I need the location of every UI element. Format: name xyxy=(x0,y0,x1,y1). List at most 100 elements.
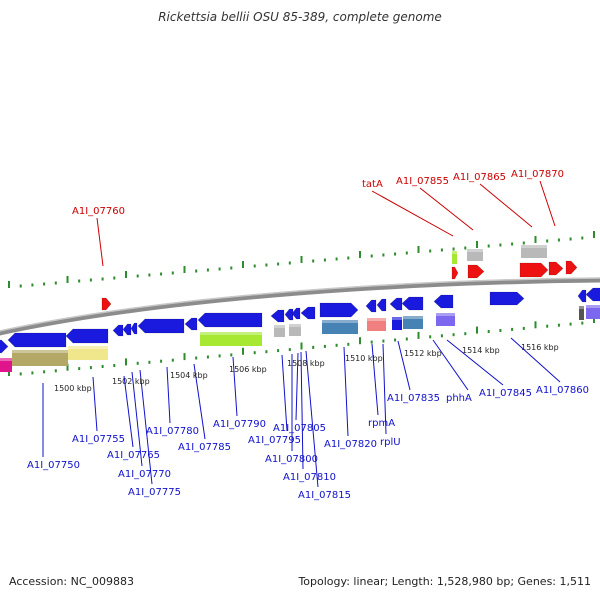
gene-label[interactable]: A1I_07755 xyxy=(72,434,125,445)
tick-mark xyxy=(335,257,338,261)
feature-band xyxy=(12,350,68,366)
tick-mark xyxy=(148,360,151,364)
gene-label[interactable]: A1I_07870 xyxy=(511,169,564,180)
gene-arrow xyxy=(0,339,9,354)
gene-arrow xyxy=(291,307,301,320)
tick-mark xyxy=(534,236,537,243)
tick-mark xyxy=(546,239,549,243)
leader-line xyxy=(193,363,206,440)
feature-band xyxy=(586,305,600,319)
gene-label[interactable]: A1I_07775 xyxy=(128,487,181,498)
tick-mark xyxy=(43,282,46,286)
tick-mark xyxy=(581,321,584,325)
tick-mark xyxy=(440,248,443,252)
tick-mark xyxy=(288,348,291,352)
tick-mark xyxy=(417,246,420,253)
gene-arrow xyxy=(433,294,454,309)
gene-arrows xyxy=(0,260,600,354)
tick-mark xyxy=(359,337,361,345)
gene-label[interactable]: A1I_07805 xyxy=(273,423,326,434)
bottom-gene-labels: A1I_07750 A1I_07755 A1I_07765 A1I_07770 … xyxy=(27,385,589,501)
feature-band xyxy=(68,346,108,360)
tick-mark xyxy=(136,274,139,278)
tick-mark xyxy=(253,351,256,355)
band-highlight xyxy=(12,350,68,353)
gene-label[interactable]: A1I_07785 xyxy=(178,442,231,453)
tick-mark xyxy=(230,353,233,357)
gene-label[interactable]: A1I_07845 xyxy=(479,388,532,399)
tick-mark xyxy=(382,253,385,257)
tick-marks xyxy=(8,231,595,376)
tick-mark xyxy=(125,271,127,278)
accession-text: Accession: NC_009883 xyxy=(9,575,135,588)
gene-label[interactable]: A1I_07760 xyxy=(72,206,125,217)
tick-mark xyxy=(499,243,502,247)
tick-mark xyxy=(136,361,139,365)
tick-mark xyxy=(335,343,338,347)
tick-mark xyxy=(242,261,244,268)
tick-mark xyxy=(171,358,174,362)
gene-arrow xyxy=(548,261,564,276)
gene-label[interactable]: A1I_07810 xyxy=(283,472,336,483)
leader-line xyxy=(295,352,299,421)
gene-label[interactable]: A1I_07795 xyxy=(248,435,301,446)
tick-mark xyxy=(476,326,478,334)
gene-label[interactable]: A1I_07790 xyxy=(213,419,266,430)
gene-label[interactable]: A1I_07820 xyxy=(324,439,377,450)
gene-label[interactable]: A1I_07835 xyxy=(387,393,440,404)
gene-label[interactable]: A1I_07800 xyxy=(265,454,318,465)
gene-arrow xyxy=(585,287,600,302)
tick-mark xyxy=(312,345,315,349)
feature-band xyxy=(403,316,423,329)
gene-arrow xyxy=(112,324,124,337)
tick-mark xyxy=(394,338,397,342)
gene-label[interactable]: A1I_07865 xyxy=(453,172,506,183)
scale-label: 1504 kbp xyxy=(170,371,208,380)
gene-label[interactable]: A1I_07750 xyxy=(27,460,80,471)
tick-mark xyxy=(476,241,478,248)
gene-arrow xyxy=(130,322,138,335)
tick-mark xyxy=(265,263,268,267)
gene-label[interactable]: A1I_07860 xyxy=(536,385,589,396)
scale-label: 1510 kbp xyxy=(345,354,383,363)
feature-band xyxy=(367,318,386,331)
feature-band xyxy=(0,358,12,372)
tick-mark xyxy=(113,364,116,367)
gene-label[interactable]: A1I_07815 xyxy=(298,490,351,501)
tick-mark xyxy=(54,369,57,373)
gene-label[interactable]: A1I_07855 xyxy=(396,176,449,187)
gene-label[interactable]: A1I_07765 xyxy=(107,450,160,461)
gene-label[interactable]: A1I_07770 xyxy=(118,469,171,480)
gene-arrow xyxy=(101,297,112,311)
feature-band xyxy=(579,306,584,320)
scale-labels: 1500 kbp 1502 kbp 1504 kbp 1506 kbp 1508… xyxy=(54,343,559,393)
gene-label[interactable]: tatA xyxy=(362,179,383,190)
tick-mark xyxy=(382,339,385,343)
gene-label[interactable]: rplU xyxy=(380,437,401,448)
tick-mark xyxy=(101,277,104,281)
band-highlight xyxy=(322,320,358,323)
tick-mark xyxy=(218,354,221,358)
leader-line xyxy=(343,346,349,437)
feature-bands xyxy=(0,245,600,372)
tick-mark xyxy=(277,262,280,266)
tick-mark xyxy=(113,276,116,280)
gene-arrow xyxy=(319,302,359,318)
tick-mark xyxy=(323,344,326,348)
tick-mark xyxy=(230,266,233,270)
gene-arrow xyxy=(376,298,387,312)
tick-mark xyxy=(160,359,163,363)
tick-mark xyxy=(288,261,291,265)
gene-label[interactable]: rpmA xyxy=(368,418,395,429)
topology-text: Topology: linear; Length: 1,528,980 bp; … xyxy=(298,575,591,588)
tick-mark xyxy=(405,251,408,255)
leader-line xyxy=(166,366,171,424)
tick-mark xyxy=(160,272,163,276)
gene-label[interactable]: phhA xyxy=(446,393,472,404)
leader-line xyxy=(510,337,561,383)
gene-arrow xyxy=(565,260,578,275)
band-highlight xyxy=(452,251,457,254)
tick-mark xyxy=(218,267,221,271)
tick-mark xyxy=(206,268,209,272)
gene-label[interactable]: A1I_07780 xyxy=(146,426,199,437)
